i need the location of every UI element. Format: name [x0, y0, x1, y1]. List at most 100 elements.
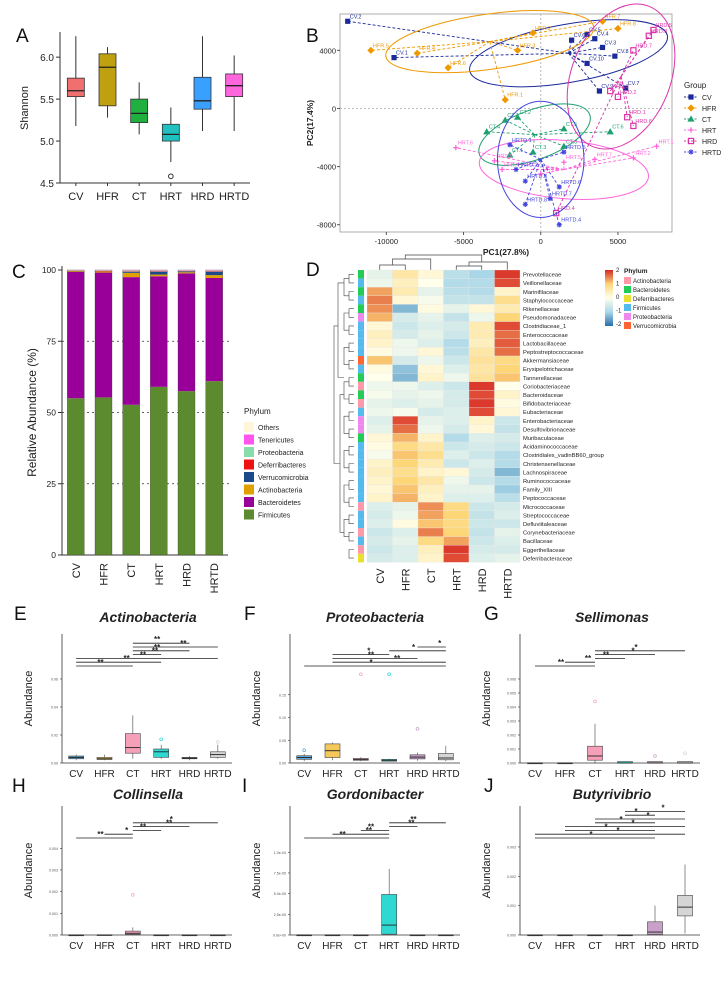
heatmap-cell [367, 296, 393, 305]
heatmap-cell [444, 468, 470, 477]
bar-segment-verrucomicrobia [206, 272, 223, 275]
heatmap-cell [418, 442, 444, 451]
point-marker [688, 94, 693, 99]
point-label: HRTD.1 [512, 138, 532, 144]
heatmap-cell [469, 399, 495, 408]
legend-label: HRT [702, 128, 717, 135]
heatmap-cell [367, 511, 393, 520]
y-tick-label: 0.003 [49, 869, 58, 873]
heatmap-cell [367, 459, 393, 468]
scale-label: -1 [616, 309, 622, 315]
heatmap-cell [469, 339, 495, 348]
y-tick-label: 0.000 [507, 934, 516, 938]
outlier-point [359, 673, 362, 676]
heatmap-cell [469, 425, 495, 434]
heatmap-cell [495, 287, 521, 296]
significance-label: ** [585, 654, 592, 663]
heatmap-cell [495, 433, 521, 442]
dendrogram-branch [349, 532, 354, 541]
bar-segment-actinobacteria [123, 273, 140, 277]
heatmap-cell [418, 365, 444, 374]
y-tick-label: 0.00 [279, 762, 286, 766]
x-tick-label: HRTD [219, 191, 249, 203]
bar-segment-actinobacteria [206, 275, 223, 278]
point-label: HRT.3 [496, 154, 511, 160]
row-annotation-firmicutes [358, 511, 364, 520]
row-label: Coriobacteriaceae [523, 384, 570, 390]
dendrogram-branch [344, 279, 349, 296]
row-annotation-firmicutes [358, 468, 364, 477]
bar-segment-firmicutes [123, 405, 140, 555]
row-annotation-bacteroidetes [358, 304, 364, 313]
legend-label: Others [258, 425, 280, 432]
heatmap-cell [367, 433, 393, 442]
heatmap-cell [393, 554, 419, 563]
outlier-point [160, 738, 163, 741]
heatmap-cell [393, 408, 419, 417]
heatmap-cell [469, 433, 495, 442]
y-tick-label: 4000 [319, 46, 336, 55]
heatmap-cell [418, 468, 444, 477]
x-tick-label: HRD [191, 191, 215, 203]
row-label: Marinifilaceae [523, 290, 559, 296]
y-tick-label: 0.00 [51, 762, 58, 766]
panel-letter-a: A [16, 26, 29, 47]
heatmap-cell [469, 494, 495, 503]
heatmap-cell [444, 330, 470, 339]
heatmap-cell [418, 451, 444, 460]
heatmap-cell [367, 442, 393, 451]
heatmap-cell [418, 287, 444, 296]
heatmap-cell [418, 537, 444, 546]
row-label: Peptococcaceae [523, 496, 566, 502]
row-annotation-firmicutes [358, 279, 364, 288]
point-label: HFR.5 [373, 43, 389, 49]
heatmap-cell [469, 356, 495, 365]
heatmap-cell [495, 373, 521, 382]
heatmap-cell [495, 537, 521, 546]
row-annotation-firmicutes [358, 494, 364, 503]
dendrogram-branch [349, 343, 354, 352]
dendrogram-branch [349, 326, 354, 335]
y-tick-label: 75 [47, 336, 57, 346]
dendrogram-branch [349, 292, 354, 301]
panel-d-heatmap: PrevotellaceaeVeillonellaceaeMarinifilac… [334, 255, 677, 599]
heatmap-cell [367, 494, 393, 503]
legend-label: HFR [702, 106, 716, 113]
bar-segment-bacteroidetes [123, 277, 140, 405]
legend-label: Verrucomicrobia [633, 324, 677, 330]
heatmap-cell [495, 502, 521, 511]
legend-swatch [244, 447, 254, 457]
heatmap-cell [444, 519, 470, 528]
legend-label: Deferribacteres [633, 297, 674, 303]
legend-title: Phylum [624, 268, 648, 275]
dendrogram-branch [349, 309, 354, 318]
point-label: HRTD.4 [561, 218, 581, 224]
x-tick-label: HRD [182, 563, 194, 587]
heatmap-cell [469, 459, 495, 468]
heatmap-cell [444, 433, 470, 442]
bar-segment-bacteroidetes [95, 273, 112, 398]
heatmap-cell [444, 537, 470, 546]
legend-label: Verrucomicrobia [258, 475, 309, 482]
heatmap-cell [393, 502, 419, 511]
x-tick-label: CV [297, 769, 311, 780]
x-tick-label: CV [528, 941, 542, 952]
heatmap-cell [393, 528, 419, 537]
y-tick-label: 0.02 [51, 734, 58, 738]
dendrogram-branch [334, 326, 340, 464]
legend-label: Proteobacteria [258, 450, 304, 457]
heatmap-cell [393, 468, 419, 477]
x-tick-label: HRTD [671, 941, 699, 952]
dendrogram-branch [349, 429, 354, 438]
x-tick-label: HRT [160, 191, 183, 203]
legend-title: Group [684, 81, 707, 90]
dendrogram-branch [349, 550, 354, 559]
panel-f-proteobacteria-boxplot: Proteobacteria0.000.050.100.15AbundanceC… [251, 609, 460, 780]
bar-segment-firmicutes [206, 381, 223, 555]
panel-j-butyrivibrio-boxplot: Butyrivibrio0.0000.0010.0020.003Abundanc… [481, 786, 700, 952]
y-tick-label: 0.003 [507, 845, 516, 849]
row-label: Acidaminococcaceae [523, 445, 578, 451]
bar-segment-firmicutes [150, 387, 167, 555]
y-tick-label: 25 [47, 479, 57, 489]
